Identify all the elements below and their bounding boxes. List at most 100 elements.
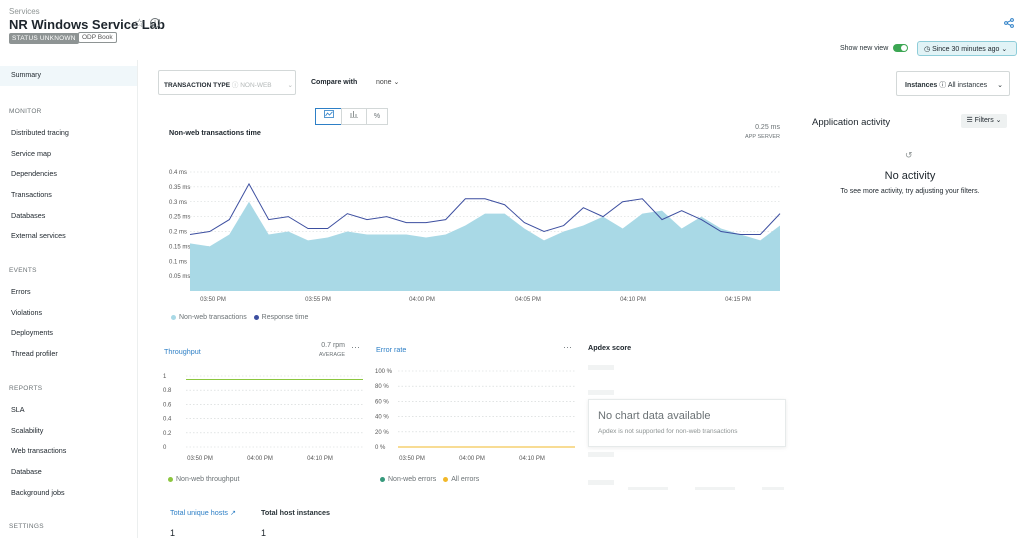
status-badge: STATUS UNKNOWN xyxy=(9,33,79,44)
y-tick-label: 80 % xyxy=(375,384,389,390)
sidebar-item-sla[interactable]: SLA xyxy=(11,405,25,414)
sidebar-item-database[interactable]: Database xyxy=(11,467,42,476)
ghost-line xyxy=(588,480,614,485)
sidebar-section-events: EVENTS xyxy=(9,267,37,274)
chart-summary-label: APP SERVER xyxy=(745,134,780,140)
compare-dropdown[interactable]: none ⌄ xyxy=(376,78,399,86)
sidebar-item-service-map[interactable]: Service map xyxy=(11,149,51,158)
sidebar-item-violations[interactable]: Violations xyxy=(11,308,43,317)
x-tick-label: 04:10 PM xyxy=(307,456,333,462)
empty-state-title: No activity xyxy=(884,170,936,182)
throughput-title[interactable]: Throughput xyxy=(164,347,201,356)
series-response-time xyxy=(189,182,781,235)
ghost-line xyxy=(588,452,614,457)
sidebar-item-transactions[interactable]: Transactions xyxy=(11,190,52,199)
y-tick-label: 40 % xyxy=(375,415,389,421)
y-tick-label: 0.25 ms xyxy=(169,215,190,221)
clock-icon: ◷ xyxy=(924,46,931,53)
sidebar-item-external-services[interactable]: External services xyxy=(11,231,66,240)
total-unique-hosts-value: 1 xyxy=(170,528,176,538)
sidebar-item-errors[interactable]: Errors xyxy=(11,287,31,296)
share-icon[interactable] xyxy=(1004,18,1014,31)
sidebar-item-scalability[interactable]: Scalability xyxy=(11,426,44,435)
chevron-down-icon: ⌄ xyxy=(997,82,1003,89)
sidebar-item-dependencies[interactable]: Dependencies xyxy=(11,169,57,178)
book-badge[interactable]: ODP Book xyxy=(78,32,117,43)
chevron-down-icon: ⌄ xyxy=(1001,46,1008,53)
error-rate-legend: Non-web errors All errors xyxy=(380,476,479,483)
apdex-title: Apdex score xyxy=(588,343,632,352)
total-host-instances-label: Total host instances xyxy=(261,508,330,517)
y-tick-label: 0 % xyxy=(375,445,386,451)
y-tick-label: 0.2 xyxy=(163,431,172,437)
main-chart[interactable]: 0.4 ms 0.35 ms 0.3 ms 0.25 ms 0.2 ms 0.15 ms 0… xyxy=(160,160,790,310)
time-range-label: Since 30 minutes ago xyxy=(932,46,1000,53)
empty-state-subtitle: To see more activity, try adjusting your… xyxy=(840,188,980,195)
sidebar-item-summary[interactable]: Summary xyxy=(0,66,137,86)
sidebar-item-web-transactions[interactable]: Web transactions xyxy=(11,446,67,455)
ghost-line xyxy=(588,365,614,370)
y-tick-label: 0.8 xyxy=(163,388,172,394)
instances-label: Instances xyxy=(905,82,938,89)
instances-select[interactable]: Instances ⓘ All instances ⌄ xyxy=(896,71,1010,96)
y-tick-label: 0.1 ms xyxy=(169,259,187,265)
filter-icon: ☰ xyxy=(966,117,973,124)
y-tick-label: 0.3 ms xyxy=(169,200,187,206)
throughput-value: 0.7 rpm xyxy=(321,342,345,349)
no-data-subtitle: Apdex is not supported for non-web trans… xyxy=(598,428,738,435)
x-tick-label: 04:00 PM xyxy=(409,297,435,303)
error-rate-title[interactable]: Error rate xyxy=(376,345,407,354)
y-tick-label: 20 % xyxy=(375,430,389,436)
throughput-legend: Non-web throughput xyxy=(168,476,239,483)
more-icon[interactable]: ··· xyxy=(351,342,360,352)
x-tick-label: 04:05 PM xyxy=(515,297,541,303)
y-tick-label: 0.4 ms xyxy=(169,170,187,176)
new-view-toggle[interactable] xyxy=(893,44,908,52)
throughput-sub: AVERAGE xyxy=(318,352,345,358)
star-icon[interactable]: ☆ xyxy=(134,16,145,30)
bar-chart-icon xyxy=(350,111,358,118)
sidebar-item-background-jobs[interactable]: Background jobs xyxy=(11,488,65,497)
total-unique-hosts-link[interactable]: Total unique hosts ↗ xyxy=(170,508,236,517)
series-non-web-transactions xyxy=(190,201,780,291)
no-data-title: No chart data available xyxy=(598,410,711,422)
x-tick-label: 04:10 PM xyxy=(519,456,545,462)
line-chart-icon xyxy=(323,110,334,118)
total-host-instances-value: 1 xyxy=(261,528,267,538)
chevron-down-icon: ⌄ xyxy=(287,82,293,89)
activity-title: Application activity xyxy=(812,117,891,128)
legend-item[interactable]: Response time xyxy=(253,314,308,321)
help-icon: ⓘ xyxy=(939,82,947,89)
sidebar-item-distributed-tracing[interactable]: Distributed tracing xyxy=(11,128,69,137)
info-icon[interactable]: i xyxy=(150,18,160,28)
breadcrumb[interactable]: Services xyxy=(9,7,40,16)
sidebar-section-settings: SETTINGS xyxy=(9,523,44,530)
throughput-chart[interactable]: 1 0.8 0.6 0.4 0.2 0 03:50 PM 04:00 PM 04:10 PM xyxy=(158,368,368,468)
more-icon[interactable]: ··· xyxy=(563,342,572,352)
transaction-type-select[interactable]: TRANSACTION TYPE ⓘ NON-WEB ⌄ xyxy=(158,70,296,95)
y-tick-label: 100 % xyxy=(375,369,393,375)
x-tick-label: 04:00 PM xyxy=(247,456,273,462)
external-link-icon: ↗ xyxy=(229,508,236,517)
ghost-line xyxy=(762,487,784,490)
y-tick-label: 0.6 xyxy=(163,402,172,408)
legend-item[interactable]: Non-web transactions xyxy=(171,314,247,321)
line-chart-toggle[interactable] xyxy=(315,108,342,125)
y-tick-label: 0.35 ms xyxy=(169,185,190,191)
x-tick-label: 03:50 PM xyxy=(200,297,226,303)
sidebar-item-databases[interactable]: Databases xyxy=(11,211,46,220)
ghost-line xyxy=(588,390,614,395)
sidebar-item-deployments[interactable]: Deployments xyxy=(11,328,53,337)
y-tick-label: 60 % xyxy=(375,399,389,405)
transaction-type-value: NON-WEB xyxy=(240,82,272,89)
y-tick-label: 0.2 ms xyxy=(169,230,187,236)
chevron-down-icon: ⌄ xyxy=(393,79,400,86)
error-rate-chart[interactable]: 100 % 80 % 60 % 40 % 20 % 0 % 03:50 PM 04:00 PM… xyxy=(370,364,580,468)
chart-summary-value: 0.25 ms xyxy=(755,124,780,131)
time-range-picker[interactable]: ◷ Since 30 minutes ago ⌄ xyxy=(917,41,1017,56)
sidebar-item-thread-profiler[interactable]: Thread profiler xyxy=(11,349,58,358)
bar-chart-toggle[interactable] xyxy=(341,108,367,125)
filters-button[interactable]: ☰ Filters ⌄ xyxy=(961,114,1007,128)
percent-toggle[interactable]: % xyxy=(366,108,388,125)
x-tick-label: 03:50 PM xyxy=(187,456,213,462)
